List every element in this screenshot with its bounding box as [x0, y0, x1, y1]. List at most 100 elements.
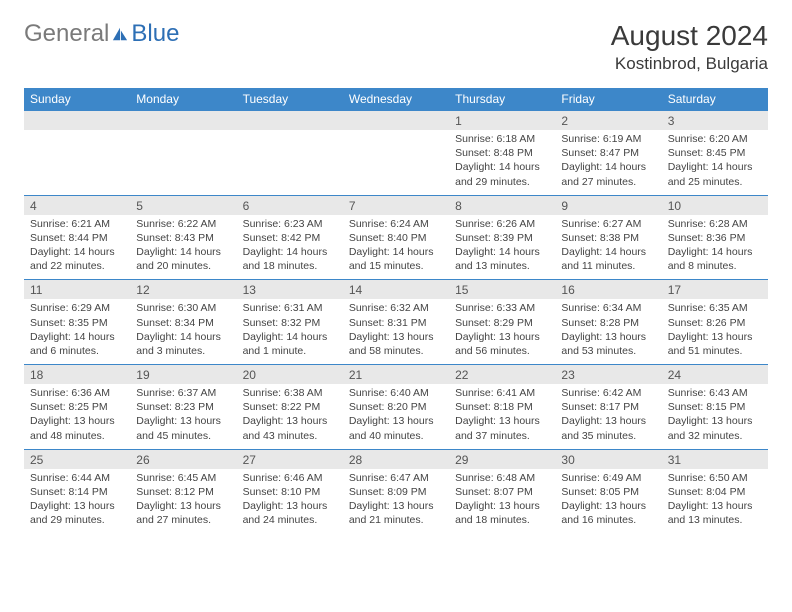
day-detail-cell: Sunrise: 6:20 AMSunset: 8:45 PMDaylight:…: [662, 130, 768, 195]
sunset-text: Sunset: 8:34 PM: [136, 316, 230, 330]
sunrise-text: Sunrise: 6:34 AM: [561, 301, 655, 315]
day-number-cell: 15: [449, 280, 555, 300]
sunrise-text: Sunrise: 6:48 AM: [455, 471, 549, 485]
day-detail-cell: [237, 130, 343, 195]
sunset-text: Sunset: 8:45 PM: [668, 146, 762, 160]
day-number-cell: 27: [237, 449, 343, 469]
day-number-cell: 11: [24, 280, 130, 300]
daynum-row: 18192021222324: [24, 365, 768, 385]
daylight-text: Daylight: 13 hours and 43 minutes.: [243, 414, 337, 442]
day-detail-cell: Sunrise: 6:41 AMSunset: 8:18 PMDaylight:…: [449, 384, 555, 449]
day-detail-cell: Sunrise: 6:23 AMSunset: 8:42 PMDaylight:…: [237, 215, 343, 280]
sunset-text: Sunset: 8:18 PM: [455, 400, 549, 414]
header: General Blue August 2024 Kostinbrod, Bul…: [24, 20, 768, 74]
day-detail-cell: Sunrise: 6:30 AMSunset: 8:34 PMDaylight:…: [130, 299, 236, 364]
day-detail-cell: Sunrise: 6:43 AMSunset: 8:15 PMDaylight:…: [662, 384, 768, 449]
sunrise-text: Sunrise: 6:19 AM: [561, 132, 655, 146]
sunset-text: Sunset: 8:35 PM: [30, 316, 124, 330]
day-header: Tuesday: [237, 88, 343, 111]
sunset-text: Sunset: 8:38 PM: [561, 231, 655, 245]
daylight-text: Daylight: 13 hours and 27 minutes.: [136, 499, 230, 527]
day-detail-cell: [343, 130, 449, 195]
day-detail-cell: Sunrise: 6:47 AMSunset: 8:09 PMDaylight:…: [343, 469, 449, 534]
sunrise-text: Sunrise: 6:28 AM: [668, 217, 762, 231]
day-detail-cell: Sunrise: 6:35 AMSunset: 8:26 PMDaylight:…: [662, 299, 768, 364]
day-number-cell: 31: [662, 449, 768, 469]
day-detail-cell: Sunrise: 6:34 AMSunset: 8:28 PMDaylight:…: [555, 299, 661, 364]
day-number-cell: 10: [662, 195, 768, 215]
daylight-text: Daylight: 13 hours and 29 minutes.: [30, 499, 124, 527]
daynum-row: 45678910: [24, 195, 768, 215]
sunset-text: Sunset: 8:12 PM: [136, 485, 230, 499]
sunrise-text: Sunrise: 6:50 AM: [668, 471, 762, 485]
daylight-text: Daylight: 14 hours and 25 minutes.: [668, 160, 762, 188]
sunset-text: Sunset: 8:10 PM: [243, 485, 337, 499]
daylight-text: Daylight: 13 hours and 45 minutes.: [136, 414, 230, 442]
sunrise-text: Sunrise: 6:29 AM: [30, 301, 124, 315]
day-number-cell: 13: [237, 280, 343, 300]
day-number-cell: 19: [130, 365, 236, 385]
daynum-row: 123: [24, 111, 768, 131]
day-number-cell: 23: [555, 365, 661, 385]
daylight-text: Daylight: 14 hours and 20 minutes.: [136, 245, 230, 273]
sunrise-text: Sunrise: 6:47 AM: [349, 471, 443, 485]
day-detail-cell: Sunrise: 6:27 AMSunset: 8:38 PMDaylight:…: [555, 215, 661, 280]
sunrise-text: Sunrise: 6:42 AM: [561, 386, 655, 400]
sunset-text: Sunset: 8:25 PM: [30, 400, 124, 414]
day-detail-cell: Sunrise: 6:18 AMSunset: 8:48 PMDaylight:…: [449, 130, 555, 195]
day-number-cell: 7: [343, 195, 449, 215]
day-detail-cell: Sunrise: 6:28 AMSunset: 8:36 PMDaylight:…: [662, 215, 768, 280]
day-number-cell: 3: [662, 111, 768, 131]
daylight-text: Daylight: 14 hours and 18 minutes.: [243, 245, 337, 273]
day-detail-cell: Sunrise: 6:36 AMSunset: 8:25 PMDaylight:…: [24, 384, 130, 449]
daylight-text: Daylight: 13 hours and 37 minutes.: [455, 414, 549, 442]
sunrise-text: Sunrise: 6:21 AM: [30, 217, 124, 231]
daylight-text: Daylight: 13 hours and 32 minutes.: [668, 414, 762, 442]
day-number-cell: 24: [662, 365, 768, 385]
daylight-text: Daylight: 13 hours and 35 minutes.: [561, 414, 655, 442]
detail-row: Sunrise: 6:21 AMSunset: 8:44 PM Daylight:…: [24, 215, 768, 280]
daylight-text: Daylight: 14 hours and 27 minutes.: [561, 160, 655, 188]
day-detail-cell: Sunrise: 6:24 AMSunset: 8:40 PMDaylight:…: [343, 215, 449, 280]
day-detail-cell: Sunrise: 6:29 AMSunset: 8:35 PMDaylight:…: [24, 299, 130, 364]
day-detail-cell: Sunrise: 6:42 AMSunset: 8:17 PMDaylight:…: [555, 384, 661, 449]
day-detail-cell: Sunrise: 6:32 AMSunset: 8:31 PMDaylight:…: [343, 299, 449, 364]
sunset-text: Sunset: 8:23 PM: [136, 400, 230, 414]
day-detail-cell: Sunrise: 6:40 AMSunset: 8:20 PMDaylight:…: [343, 384, 449, 449]
day-number-cell: 5: [130, 195, 236, 215]
day-detail-cell: Sunrise: 6:31 AMSunset: 8:32 PMDaylight:…: [237, 299, 343, 364]
day-number-cell: 20: [237, 365, 343, 385]
logo-text-blue: Blue: [131, 20, 179, 48]
day-number-cell: 22: [449, 365, 555, 385]
daylight-text: Daylight: 13 hours and 18 minutes.: [455, 499, 549, 527]
day-detail-cell: Sunrise: 6:37 AMSunset: 8:23 PMDaylight:…: [130, 384, 236, 449]
sunset-text: Sunset: 8:04 PM: [668, 485, 762, 499]
title-block: August 2024 Kostinbrod, Bulgaria: [611, 20, 768, 74]
day-header: Wednesday: [343, 88, 449, 111]
detail-row: Sunrise: 6:18 AMSunset: 8:48 PMDaylight:…: [24, 130, 768, 195]
day-number-cell: 30: [555, 449, 661, 469]
sunset-text: Sunset: 8:43 PM: [136, 231, 230, 245]
sunset-text: Sunset: 8:39 PM: [455, 231, 549, 245]
daylight-text: Daylight: 13 hours and 40 minutes.: [349, 414, 443, 442]
sunrise-text: Sunrise: 6:31 AM: [243, 301, 337, 315]
sunset-text: Sunset: 8:36 PM: [668, 231, 762, 245]
sunset-text: Sunset: 8:09 PM: [349, 485, 443, 499]
sunset-text: Sunset: 8:44 PM: [30, 231, 124, 245]
day-number-cell: 26: [130, 449, 236, 469]
daylight-text: Daylight: 14 hours and 15 minutes.: [349, 245, 443, 273]
sunset-text: Sunset: 8:17 PM: [561, 400, 655, 414]
daylight-text: Daylight: 14 hours and 3 minutes.: [136, 330, 230, 358]
sunrise-text: Sunrise: 6:43 AM: [668, 386, 762, 400]
sunrise-text: Sunrise: 6:40 AM: [349, 386, 443, 400]
detail-row: Sunrise: 6:36 AMSunset: 8:25 PMDaylight:…: [24, 384, 768, 449]
sunset-text: Sunset: 8:42 PM: [243, 231, 337, 245]
daylight-text: Daylight: 14 hours and 29 minutes.: [455, 160, 549, 188]
daylight-text: Daylight: 14 hours and 11 minutes.: [561, 245, 655, 273]
day-number-cell: 28: [343, 449, 449, 469]
location: Kostinbrod, Bulgaria: [611, 54, 768, 74]
sunset-text: Sunset: 8:40 PM: [349, 231, 443, 245]
sunrise-text: Sunrise: 6:49 AM: [561, 471, 655, 485]
daylight-text: Daylight: 13 hours and 48 minutes.: [30, 414, 124, 442]
day-header-row: SundayMondayTuesdayWednesdayThursdayFrid…: [24, 88, 768, 111]
